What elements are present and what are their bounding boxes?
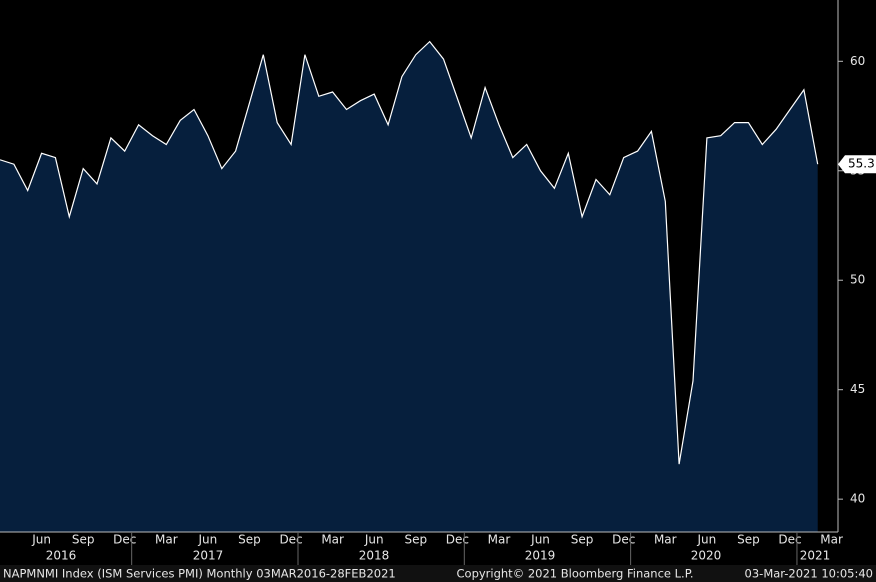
- x-tick-label: Jun: [696, 533, 716, 547]
- y-tick-label: 50: [850, 273, 865, 287]
- last-value-label: 55.3: [848, 157, 875, 171]
- x-tick-label: Jun: [364, 533, 384, 547]
- x-tick-label: Mar: [321, 533, 344, 547]
- y-tick-label: 40: [850, 492, 865, 506]
- x-tick-label: Sep: [72, 533, 95, 547]
- x-tick-label: Dec: [778, 533, 801, 547]
- footer-left: NAPMNMI Index (ISM Services PMI) Monthly…: [3, 567, 396, 581]
- x-tick-label: Dec: [113, 533, 136, 547]
- x-tick-label: Jun: [31, 533, 51, 547]
- x-tick-label: Dec: [279, 533, 302, 547]
- year-label: 2018: [359, 549, 390, 563]
- x-tick-label: Mar: [155, 533, 178, 547]
- y-tick-label: 60: [850, 54, 865, 68]
- footer-center: Copyright© 2021 Bloomberg Finance L.P.: [457, 567, 694, 581]
- footer-right: 03-Mar-2021 10:05:40: [745, 567, 873, 581]
- x-tick-label: Mar: [488, 533, 511, 547]
- x-tick-label: Mar: [820, 533, 843, 547]
- x-tick-label: Jun: [530, 533, 550, 547]
- y-tick-label: 45: [850, 382, 865, 396]
- footer-bar: [0, 565, 876, 582]
- area-fill: [0, 41, 818, 532]
- area-line: [0, 40, 819, 465]
- x-tick-label: Jun: [198, 533, 218, 547]
- x-tick-label: Sep: [404, 533, 427, 547]
- plot-area: [0, 40, 819, 532]
- year-label: 2019: [525, 549, 556, 563]
- x-tick-label: Mar: [654, 533, 677, 547]
- x-tick-label: Sep: [737, 533, 760, 547]
- x-tick-label: Dec: [612, 533, 635, 547]
- year-label: 2020: [691, 549, 722, 563]
- x-tick-label: Sep: [571, 533, 594, 547]
- year-label: 2021: [800, 549, 831, 563]
- x-tick-label: Dec: [446, 533, 469, 547]
- year-label: 2017: [193, 549, 224, 563]
- last-value-tag: [838, 155, 876, 174]
- x-tick-label: Sep: [238, 533, 261, 547]
- year-label: 2016: [46, 549, 77, 563]
